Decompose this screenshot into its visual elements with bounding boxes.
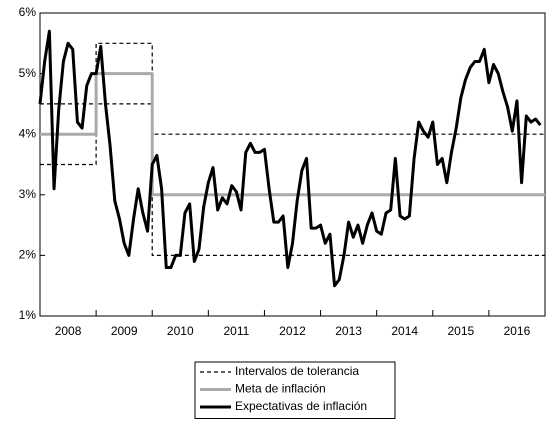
y-tick-label: 4% (19, 126, 37, 140)
x-tick-label: 2016 (504, 324, 531, 338)
plot-area (39, 12, 546, 317)
x-tick-label: 2012 (279, 324, 306, 338)
x-tick-label: 2011 (223, 324, 249, 338)
series-line (38, 29, 542, 288)
y-tick-label: 1% (19, 308, 37, 322)
legend-label: Intervalos de tolerancia (235, 364, 359, 378)
x-tick-label: 2009 (111, 324, 138, 338)
x-tick-label: 2015 (447, 324, 474, 338)
series-line (40, 42, 545, 135)
y-tick-label: 3% (19, 187, 37, 201)
x-tick-label: 2014 (391, 324, 418, 338)
x-tick-label: 2010 (167, 324, 194, 338)
x-tick-label: 2013 (335, 324, 362, 338)
y-tick-label: 2% (19, 248, 37, 262)
legend-label: Expectativas de inflación (235, 399, 367, 413)
y-tick-label: 5% (19, 66, 37, 80)
x-tick-label: 2008 (55, 324, 82, 338)
legend-label: Meta de inflación (235, 382, 326, 396)
series-line (40, 72, 545, 197)
y-tick-label: 6% (19, 5, 37, 19)
